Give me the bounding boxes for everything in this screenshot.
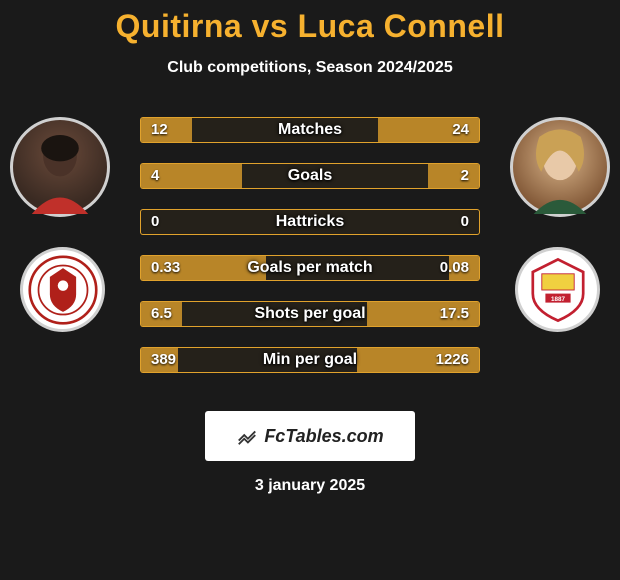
player2-avatar [510, 117, 610, 217]
page-title: Quitirna vs Luca Connell [0, 8, 620, 45]
stat-row: 6.517.5Shots per goal [140, 301, 480, 327]
stat-row: 0.330.08Goals per match [140, 255, 480, 281]
stat-row: 1224Matches [140, 117, 480, 143]
brand-text: FcTables.com [264, 426, 383, 447]
svg-text:1887: 1887 [550, 295, 565, 302]
stat-row: 42Goals [140, 163, 480, 189]
page-subtitle: Club competitions, Season 2024/2025 [0, 59, 620, 77]
date-text: 3 january 2025 [0, 477, 620, 495]
player2-club-crest: 1887 [515, 247, 600, 332]
stat-row: 3891226Min per goal [140, 347, 480, 373]
stat-label: Hattricks [141, 210, 479, 234]
chart-icon [236, 425, 258, 447]
stat-label: Goals [141, 164, 479, 188]
player1-avatar [10, 117, 110, 217]
stat-bars: 1224Matches 42Goals 00Hattricks 0.330.08Goa… [140, 117, 480, 393]
stat-row: 00Hattricks [140, 209, 480, 235]
stat-label: Goals per match [141, 256, 479, 280]
stat-label: Shots per goal [141, 302, 479, 326]
stats-area: 1887 1224Matches 42Goals 00Hattricks 0.330.… [0, 117, 620, 397]
player1-club-crest [20, 247, 105, 332]
stat-label: Matches [141, 118, 479, 142]
stat-label: Min per goal [141, 348, 479, 372]
brand-badge: FcTables.com [205, 411, 415, 461]
